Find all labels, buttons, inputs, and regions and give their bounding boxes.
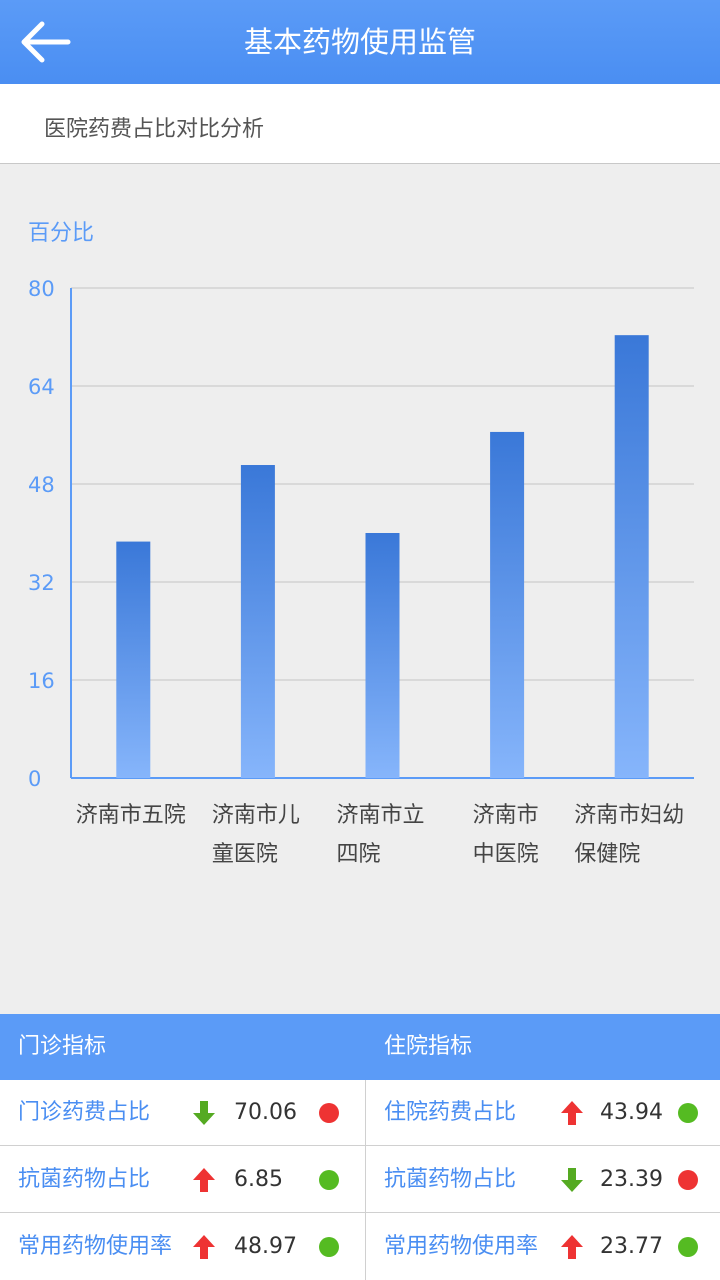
arrow-down-icon <box>560 1167 584 1193</box>
indicator-label: 门诊药费占比 <box>18 1100 151 1125</box>
bar <box>365 533 400 778</box>
y-tick-label: 48 <box>28 473 55 497</box>
indicator-value: 6.85 <box>234 1167 283 1192</box>
bar <box>614 335 649 778</box>
y-tick-label: 16 <box>28 669 55 693</box>
indicator-value: 23.39 <box>600 1167 663 1192</box>
indicator-row[interactable]: 门诊药费占比 70.06 <box>0 1080 365 1146</box>
bar-chart: 百分比 80 64 48 32 16 0 济南市五院 济南市儿童医院 济南市立四院 济南市中医院 济南… <box>0 164 720 1014</box>
arrow-down-icon <box>192 1100 216 1126</box>
y-tick-label: 64 <box>28 375 55 399</box>
indicator-value: 70.06 <box>234 1100 297 1125</box>
x-tick-label: 童医院 <box>212 842 278 867</box>
status-dot-green <box>319 1237 339 1257</box>
inpatient-title: 住院指标 <box>384 1034 473 1059</box>
y-tick-label: 32 <box>28 571 55 595</box>
page-title: 基本药物使用监管 <box>243 25 476 59</box>
y-tick-label: 0 <box>28 767 41 791</box>
arrow-up-icon <box>560 1234 584 1260</box>
x-tick-label: 济南市五院 <box>76 803 186 828</box>
indicator-value: 23.77 <box>600 1234 663 1259</box>
section-header: 医院药费占比对比分析 <box>0 84 720 164</box>
status-dot-green <box>319 1170 339 1190</box>
x-tick-label: 四院 <box>337 842 381 867</box>
indicator-header: 门诊指标 住院指标 <box>0 1014 720 1080</box>
indicator-row[interactable]: 常用药物使用率 23.77 <box>366 1214 720 1280</box>
arrow-up-icon <box>192 1167 216 1193</box>
indicator-value: 48.97 <box>234 1234 297 1259</box>
bar <box>490 431 525 778</box>
indicator-row[interactable]: 常用药物使用率 48.97 <box>0 1214 365 1280</box>
x-tick-label: 保健院 <box>574 842 640 867</box>
y-tick-label: 80 <box>28 277 55 301</box>
indicator-value: 43.94 <box>600 1100 663 1125</box>
column-divider <box>365 1080 366 1280</box>
x-tick-label: 中医院 <box>473 842 539 867</box>
indicator-label: 常用药物使用率 <box>384 1234 539 1259</box>
outpatient-title: 门诊指标 <box>18 1034 107 1059</box>
x-tick-label: 济南市妇幼 <box>574 803 684 828</box>
bar <box>116 541 151 778</box>
indicator-label: 常用药物使用率 <box>18 1234 173 1259</box>
section-title: 医院药费占比对比分析 <box>44 117 265 142</box>
indicator-label: 抗菌药物占比 <box>18 1167 151 1192</box>
indicator-label: 抗菌药物占比 <box>384 1167 517 1192</box>
indicator-label: 住院药费占比 <box>384 1100 517 1125</box>
arrow-left-icon <box>21 21 71 63</box>
y-axis-label: 百分比 <box>28 221 94 246</box>
indicator-row[interactable]: 住院药费占比 43.94 <box>366 1080 720 1146</box>
status-dot-green <box>678 1103 698 1123</box>
status-dot-red <box>319 1103 339 1123</box>
status-dot-green <box>678 1237 698 1257</box>
x-tick-label: 济南市立 <box>337 803 425 828</box>
bar <box>240 465 275 778</box>
app-header: 基本药物使用监管 <box>0 0 720 84</box>
x-tick-label: 济南市 <box>473 803 539 828</box>
indicator-grid: 门诊药费占比 70.06 抗菌药物占比 6.85 常用药物使用率 48.97 住… <box>0 1080 720 1280</box>
back-button[interactable] <box>18 18 74 66</box>
indicator-row[interactable]: 抗菌药物占比 6.85 <box>0 1147 365 1213</box>
arrow-up-icon <box>192 1234 216 1260</box>
arrow-up-icon <box>560 1100 584 1126</box>
status-dot-red <box>678 1170 698 1190</box>
indicator-row[interactable]: 抗菌药物占比 23.39 <box>366 1147 720 1213</box>
x-tick-label: 济南市儿 <box>212 803 300 828</box>
